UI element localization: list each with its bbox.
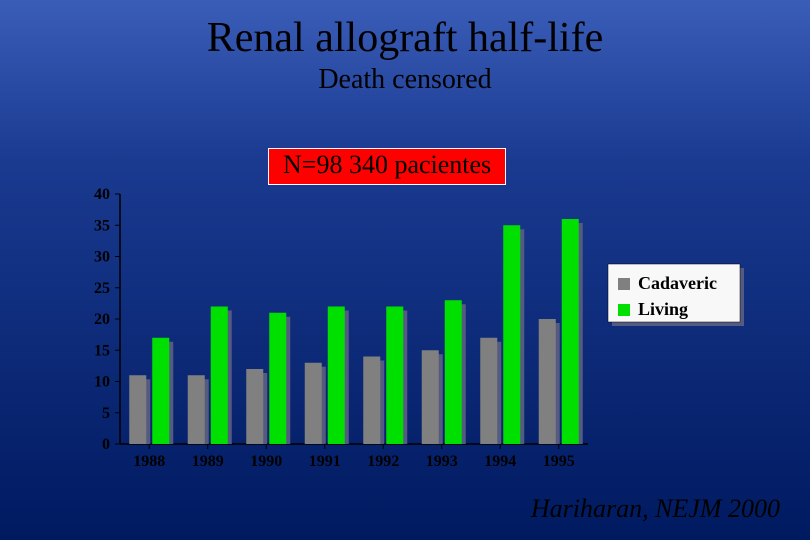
svg-text:20: 20 [94,311,110,328]
svg-text:1995: 1995 [543,453,575,470]
svg-text:1988: 1988 [133,453,165,470]
svg-text:30: 30 [94,249,110,266]
bar-cadaveric-1989 [188,375,205,444]
citation: Hariharan, NEJM 2000 [531,494,780,524]
chart-svg: 0 5 10 15 20 25 30 35 40 1988 1989 1990 1991 1992 1993… [60,184,750,484]
legend-label-cadaveric: Cadaveric [638,273,717,293]
bar-living-1992 [386,307,403,445]
svg-text:40: 40 [94,186,110,203]
svg-text:1994: 1994 [484,453,516,470]
bar-chart: 0 5 10 15 20 25 30 35 40 1988 1989 1990 1991 1992 1993… [60,184,750,484]
legend-swatch-living [618,304,630,316]
svg-text:35: 35 [94,217,110,234]
bar-living-1990 [269,313,286,444]
legend-swatch-cadaveric [618,278,630,290]
bar-cadaveric-1993 [422,350,439,444]
svg-text:1993: 1993 [426,453,458,470]
legend-label-living: Living [638,299,688,319]
svg-text:10: 10 [94,374,110,391]
page-title: Renal allograft half-life [0,14,810,62]
svg-text:1991: 1991 [309,453,341,470]
bar-living-1995 [562,219,579,444]
bar-cadaveric-1992 [363,357,380,445]
slide: Renal allograft half-life Death censored… [0,0,810,540]
bar-cadaveric-1991 [305,363,322,444]
bar-living-1991 [328,307,345,445]
bar-cadaveric-1994 [480,338,497,444]
bar-living-1993 [445,300,462,444]
bar-living-1994 [503,225,520,444]
svg-text:15: 15 [94,342,110,359]
bar-living-1989 [211,307,228,445]
page-subtitle: Death censored [0,64,810,96]
bar-cadaveric-1988 [129,375,146,444]
bar-cadaveric-1995 [539,319,556,444]
svg-text:25: 25 [94,280,110,297]
svg-text:1992: 1992 [367,453,399,470]
bar-living-1988 [152,338,169,444]
svg-text:5: 5 [102,405,110,422]
svg-text:1990: 1990 [250,453,282,470]
svg-text:0: 0 [102,436,110,453]
n-box: N=98 340 pacientes [268,148,506,185]
svg-text:1989: 1989 [192,453,224,470]
bar-cadaveric-1990 [246,369,263,444]
